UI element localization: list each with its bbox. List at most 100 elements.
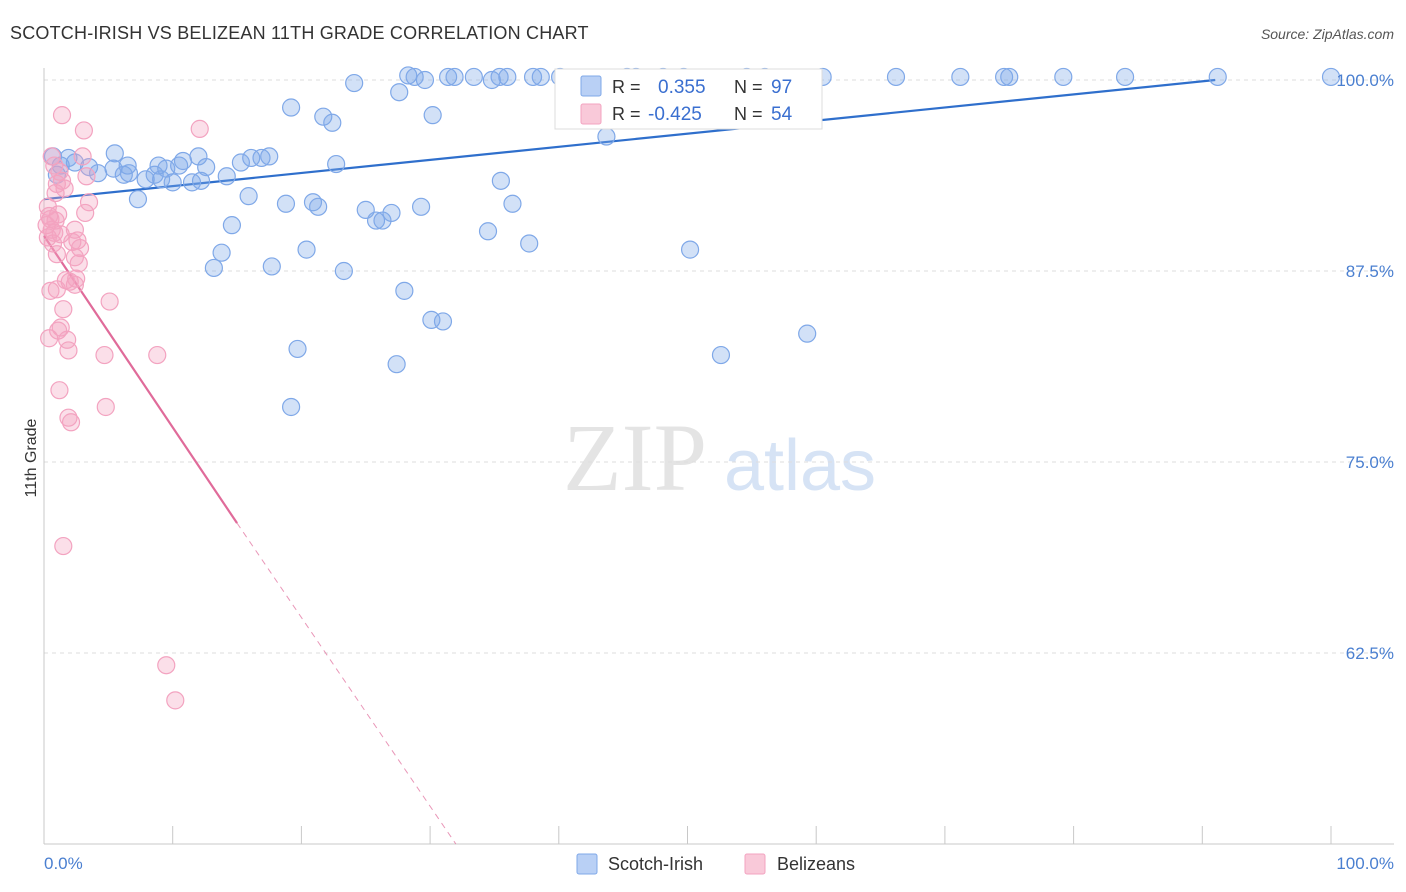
data-point [422, 310, 441, 329]
data-point [327, 154, 346, 174]
data-point [204, 258, 223, 278]
watermark-atlas: atlas [724, 426, 876, 506]
y-tick-label: 100.0% [1336, 71, 1394, 90]
y-tick-label: 75.0% [1346, 453, 1394, 472]
data-point [366, 211, 386, 230]
data-point [260, 147, 279, 166]
legend-swatch-belizeans [580, 103, 602, 125]
data-point [222, 216, 242, 235]
data-point [288, 339, 307, 359]
trend-line-belizeans [43, 235, 238, 524]
data-point [252, 148, 271, 168]
data-point [105, 144, 124, 163]
data-point [148, 345, 167, 365]
data-point [128, 190, 148, 209]
data-point [314, 107, 333, 126]
data-point [173, 151, 193, 171]
legend-swatch-scotch-irish [580, 75, 602, 97]
data-point [382, 203, 401, 223]
data-point [1115, 67, 1135, 87]
data-point [63, 232, 82, 252]
data-point [395, 281, 414, 300]
legend-r-value-2: -0.425 [648, 104, 702, 125]
data-point [1000, 67, 1019, 87]
data-point [399, 66, 418, 85]
legend-r-label-2: R = [612, 104, 641, 124]
data-point [45, 156, 64, 175]
data-point [680, 240, 700, 259]
data-point [415, 70, 435, 90]
data-point [423, 106, 442, 125]
series-belizeans [37, 106, 209, 710]
data-point [182, 173, 202, 192]
data-point [79, 193, 99, 212]
data-point [464, 67, 483, 87]
y-tick-label: 87.5% [1346, 262, 1394, 281]
series-legend-swatch-scotch-irish [576, 853, 598, 875]
data-point [42, 220, 61, 239]
legend-n-value-1: 97 [771, 77, 792, 98]
data-point [152, 170, 171, 189]
trend-line-scotch-irish [43, 78, 1216, 201]
y-tick-label: 62.5% [1346, 644, 1394, 663]
data-point [166, 691, 185, 710]
data-point [491, 171, 510, 190]
data-point [411, 197, 431, 216]
data-point [520, 234, 539, 253]
data-point [40, 206, 59, 226]
data-point [597, 127, 616, 146]
data-point [197, 157, 216, 177]
y-axis-label: 11th Grade [23, 418, 40, 497]
data-point [387, 355, 406, 374]
data-point [711, 345, 731, 365]
data-point [46, 211, 65, 230]
legend-r-value-1: 0.355 [658, 77, 706, 98]
data-point [334, 261, 353, 281]
data-point [309, 197, 328, 216]
series-legend-label-scotch-irish: Scotch-Irish [608, 854, 703, 874]
data-point [65, 275, 84, 294]
legend-r-label-1: R = [612, 77, 641, 97]
stats-legend: R = 0.355 N = 97 R = -0.425 N = 54 [554, 68, 823, 130]
data-point [56, 271, 75, 290]
data-point [231, 153, 251, 172]
data-point [1208, 67, 1227, 87]
data-point [95, 345, 114, 365]
series-legend-label-belizeans: Belizeans [777, 854, 855, 874]
data-point [445, 67, 464, 87]
data-point [282, 98, 301, 117]
data-points [37, 66, 1341, 710]
data-point [995, 67, 1014, 87]
data-point [886, 67, 906, 87]
data-point [323, 113, 342, 132]
chart-title: SCOTCH-IRISH VS BELIZEAN 11TH GRADE CORR… [10, 23, 589, 43]
data-point [54, 300, 73, 319]
data-point [478, 222, 498, 241]
data-point [119, 164, 139, 183]
data-point [163, 173, 182, 192]
legend-n-value-2: 54 [771, 104, 793, 125]
legend-n-label-2: N = [734, 104, 763, 124]
data-point [498, 67, 517, 87]
data-point [157, 656, 176, 675]
data-point [503, 194, 522, 213]
legend-n-label-1: N = [734, 77, 763, 97]
watermark-zip: ZIP [563, 404, 707, 511]
data-point [439, 67, 458, 87]
data-point [77, 167, 96, 186]
data-point [523, 67, 543, 87]
data-point [118, 156, 137, 175]
trend-line-extension [236, 522, 457, 845]
y-tick-labels: 100.0% 87.5% 75.0% 62.5% [1336, 71, 1394, 663]
data-point [145, 165, 164, 184]
data-point [405, 67, 424, 87]
data-point [41, 281, 60, 300]
data-point [798, 324, 817, 343]
data-point [54, 536, 73, 556]
data-point [262, 257, 281, 276]
data-point [50, 381, 69, 400]
trend-lines [43, 78, 1216, 845]
data-point [191, 171, 211, 190]
data-point [1054, 67, 1073, 87]
